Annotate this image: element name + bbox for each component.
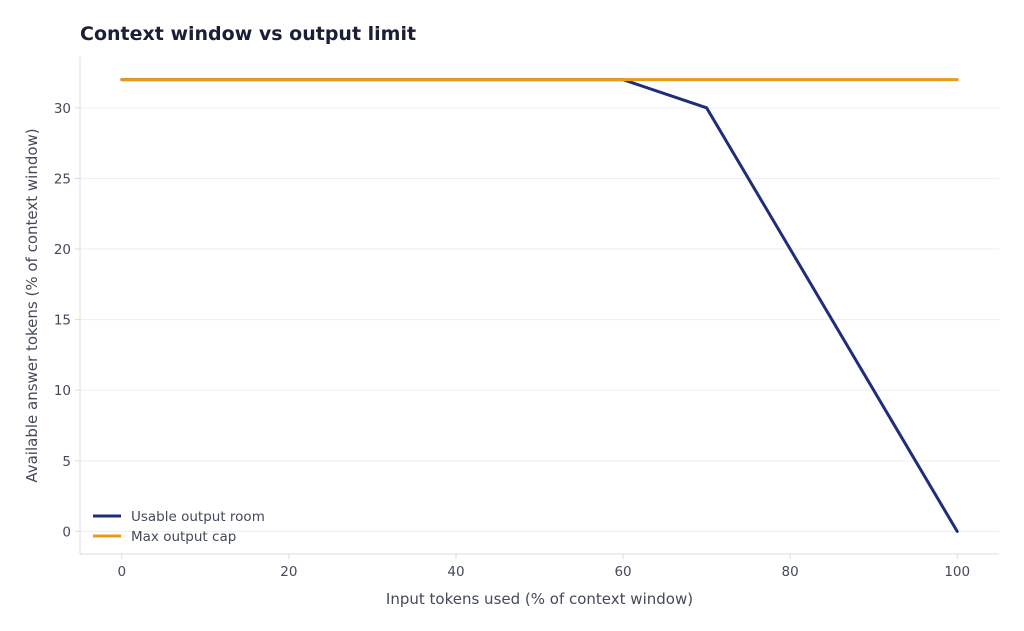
y-tick-label: 15: [54, 313, 71, 329]
y-axis-label: Available answer tokens (% of context wi…: [23, 128, 41, 482]
x-tick-label: 20: [280, 564, 297, 580]
chart-title: Context window vs output limit: [80, 23, 416, 45]
x-tick-label: 0: [117, 564, 126, 580]
legend: Usable output room Max output cap: [93, 509, 265, 545]
axes: 0 5 10 15 20 25 30 0 20 40 60 80 100: [54, 57, 999, 580]
series-lines: [120, 78, 959, 533]
legend-label: Usable output room: [131, 509, 265, 525]
x-tick-label: 80: [782, 564, 799, 580]
y-tick-label: 30: [54, 101, 71, 117]
y-tick-label: 10: [54, 383, 71, 399]
x-tick-label: 40: [447, 564, 464, 580]
y-tick-label: 5: [62, 454, 71, 470]
y-tick-label: 0: [62, 524, 71, 540]
series-line-1: [120, 78, 959, 533]
x-tick-label: 60: [614, 564, 631, 580]
y-tick-label: 25: [54, 171, 71, 187]
x-axis-label: Input tokens used (% of context window): [386, 590, 693, 608]
gridlines: [80, 107, 999, 532]
x-tick-label: 100: [944, 564, 970, 580]
legend-label: Max output cap: [131, 529, 236, 545]
y-tick-label: 20: [54, 242, 71, 258]
